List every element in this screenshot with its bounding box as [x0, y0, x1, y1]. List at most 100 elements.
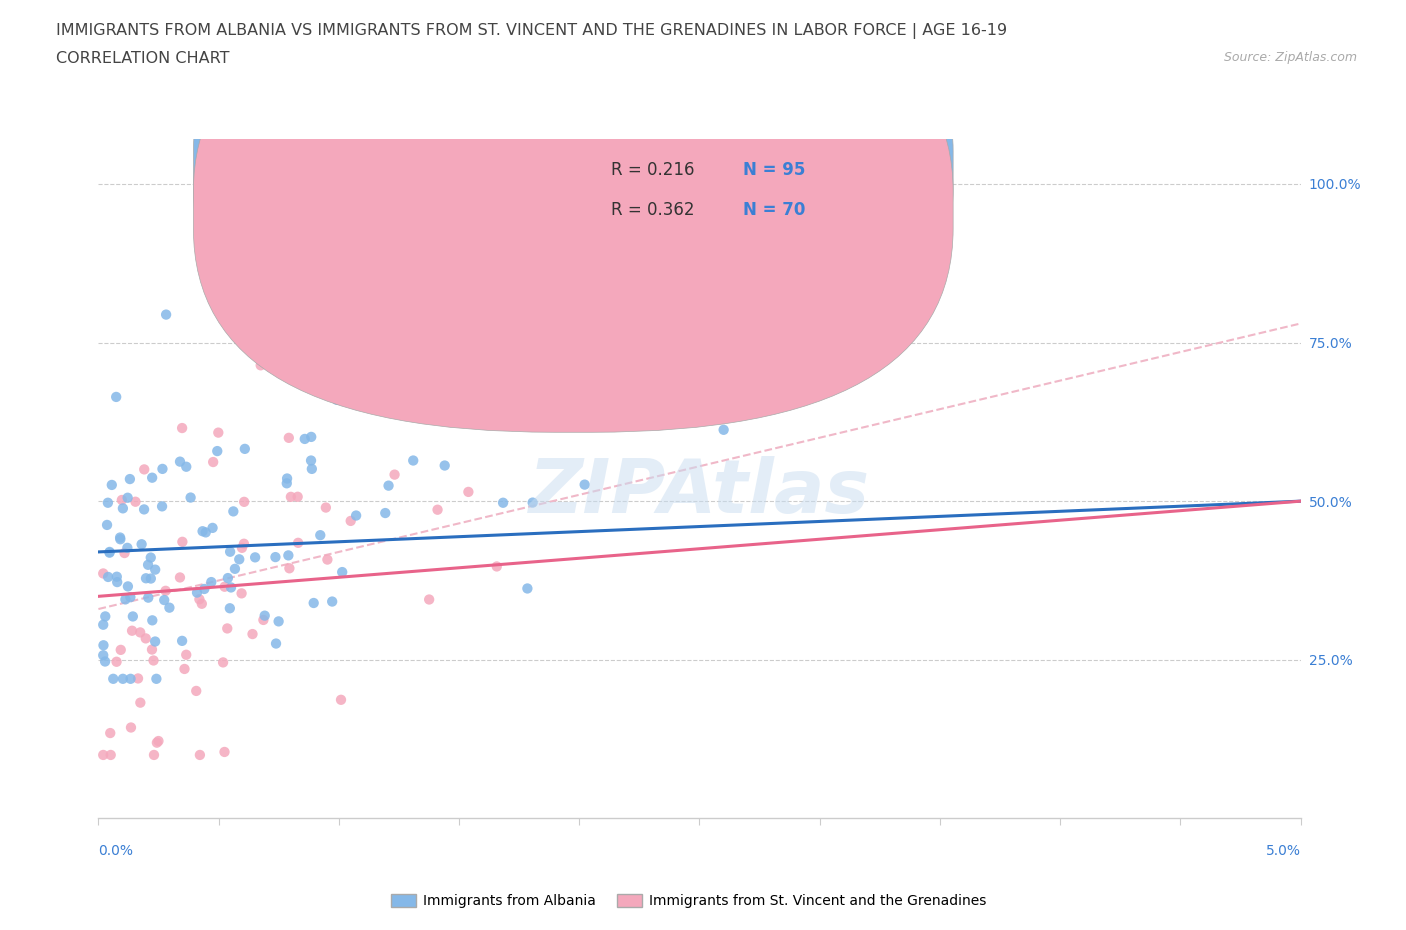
Point — [148, 734, 170, 749]
Point — [91, 618, 114, 632]
Point — [117, 579, 139, 594]
Point — [103, 671, 125, 686]
Point — [173, 661, 195, 676]
Point — [135, 631, 157, 645]
Point — [174, 647, 197, 662]
Point — [242, 627, 264, 642]
Point — [105, 390, 128, 405]
Point — [214, 745, 236, 760]
Point — [485, 559, 508, 574]
Text: 5.0%: 5.0% — [1265, 844, 1301, 858]
Point — [402, 453, 425, 468]
Point — [169, 570, 191, 585]
Point — [105, 569, 128, 584]
Point — [120, 590, 142, 604]
Point — [287, 536, 309, 551]
Point — [277, 431, 299, 445]
Point — [276, 476, 298, 491]
Point — [326, 392, 349, 407]
Point — [339, 513, 361, 528]
Point — [287, 489, 309, 504]
Point — [152, 461, 174, 476]
Point — [207, 425, 229, 440]
Point — [129, 625, 152, 640]
Text: ZIPAtlas: ZIPAtlas — [529, 456, 870, 529]
Point — [110, 643, 132, 658]
Point — [141, 613, 163, 628]
FancyBboxPatch shape — [194, 0, 953, 392]
Point — [516, 581, 538, 596]
Point — [301, 461, 323, 476]
Point — [143, 748, 166, 763]
Point — [172, 633, 194, 648]
Point — [169, 454, 191, 469]
Point — [94, 654, 117, 669]
Point — [318, 366, 340, 381]
Point — [120, 671, 142, 686]
Point — [153, 592, 176, 607]
Point — [129, 696, 152, 711]
Point — [98, 725, 121, 740]
Text: Source: ZipAtlas.com: Source: ZipAtlas.com — [1223, 51, 1357, 64]
Point — [520, 208, 543, 223]
Point — [375, 335, 398, 350]
Point — [101, 477, 124, 492]
Point — [231, 540, 253, 555]
Point — [127, 671, 149, 686]
Point — [252, 613, 274, 628]
Point — [243, 550, 266, 565]
Point — [377, 478, 399, 493]
FancyBboxPatch shape — [531, 143, 862, 234]
Point — [344, 508, 367, 523]
Point — [233, 495, 256, 510]
Point — [299, 430, 322, 445]
Point — [496, 289, 519, 304]
Point — [114, 546, 136, 561]
Point — [157, 600, 180, 615]
Point — [264, 550, 287, 565]
Point — [233, 442, 256, 457]
Point — [141, 642, 163, 657]
Point — [105, 575, 128, 590]
Point — [97, 496, 120, 511]
Point — [264, 636, 287, 651]
Point — [186, 585, 208, 600]
Point — [188, 748, 211, 763]
Point — [276, 472, 298, 486]
Point — [114, 592, 136, 607]
Point — [212, 655, 235, 670]
Point — [280, 489, 302, 504]
Point — [111, 501, 134, 516]
Point — [121, 609, 143, 624]
Point — [117, 490, 139, 505]
Point — [110, 532, 132, 547]
Point — [321, 594, 343, 609]
Point — [180, 490, 202, 505]
Point — [233, 537, 256, 551]
Point — [219, 580, 242, 595]
Point — [100, 748, 122, 763]
Point — [150, 498, 173, 513]
Point — [330, 692, 353, 707]
Point — [299, 453, 322, 468]
Point — [91, 566, 114, 581]
Point — [188, 591, 211, 606]
Point — [433, 458, 456, 473]
Text: IMMIGRANTS FROM ALBANIA VS IMMIGRANTS FROM ST. VINCENT AND THE GRENADINES IN LAB: IMMIGRANTS FROM ALBANIA VS IMMIGRANTS FR… — [56, 23, 1007, 39]
Point — [342, 364, 364, 379]
Point — [186, 684, 208, 698]
Point — [384, 467, 406, 482]
Point — [492, 496, 515, 511]
Text: R = 0.216: R = 0.216 — [610, 161, 695, 179]
Point — [457, 485, 479, 499]
Point — [592, 341, 614, 356]
Point — [200, 575, 222, 590]
Point — [121, 623, 143, 638]
Point — [91, 648, 114, 663]
Point — [91, 748, 114, 763]
Point — [194, 525, 217, 539]
Point — [120, 720, 142, 735]
Point — [134, 462, 156, 477]
Point — [277, 548, 299, 563]
Point — [278, 561, 301, 576]
